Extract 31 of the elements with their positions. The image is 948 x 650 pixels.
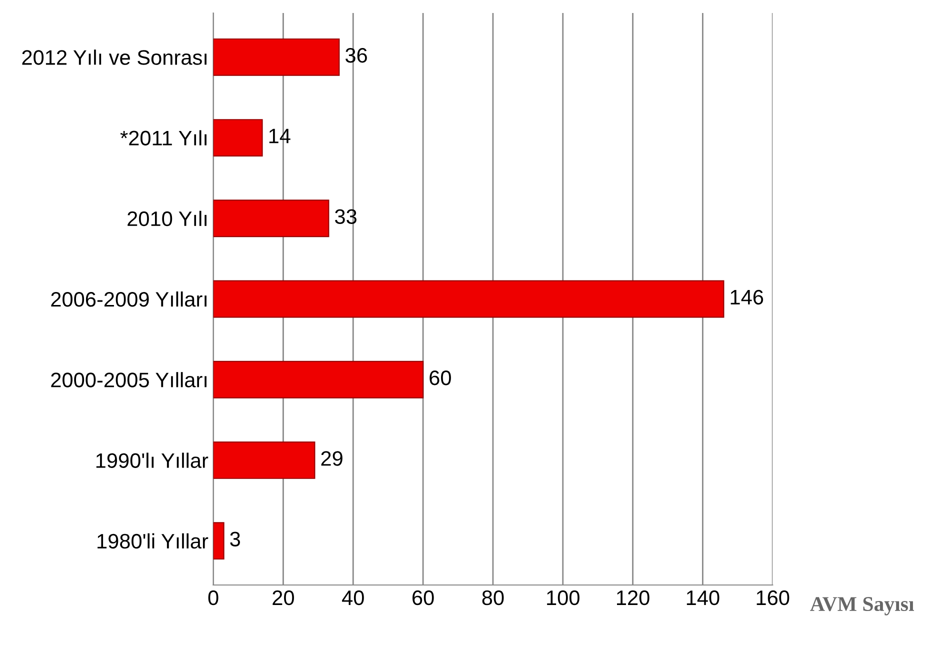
- y-tick-label: 2010 Yılı: [128, 210, 206, 226]
- y-tick-label: 1990'lı Yıllar: [96, 452, 208, 468]
- bar: [213, 200, 330, 238]
- data-label: 60: [430, 370, 451, 386]
- x-tick-label: 20: [272, 590, 294, 606]
- x-tick-label: 160: [756, 590, 790, 606]
- data-label: 3: [230, 532, 240, 546]
- x-tick-label: 80: [482, 590, 504, 606]
- y-tick-label: *2011 Yılı: [120, 130, 206, 146]
- y-tick-label: 2000-2005 Yılları: [51, 372, 206, 388]
- y-tick-label: 1980'li Yıllar: [98, 533, 208, 549]
- data-label: 146: [730, 290, 764, 305]
- bar: [213, 119, 263, 156]
- y-tick-label: 2012 Yılı ve Sonrası: [22, 50, 206, 65]
- data-label: 29: [321, 451, 342, 466]
- bar: [213, 38, 340, 76]
- x-tick-label: 100: [547, 590, 580, 606]
- x-tick-label: 0: [208, 590, 218, 606]
- bar: [213, 442, 316, 479]
- x-tick-label: 40: [342, 590, 364, 606]
- bar: [213, 522, 224, 560]
- bar: [213, 280, 724, 318]
- y-tick-label: 2006-2009 Yılları: [51, 291, 206, 307]
- bar: [213, 360, 424, 398]
- x-axis-title: AVM Sayısı: [810, 597, 914, 616]
- data-label: 33: [335, 209, 356, 224]
- x-tick-label: 60: [412, 590, 434, 606]
- data-label: 36: [345, 48, 367, 63]
- x-tick-label: 140: [686, 590, 720, 606]
- data-label: 14: [269, 128, 290, 144]
- x-tick-label: 120: [617, 590, 650, 606]
